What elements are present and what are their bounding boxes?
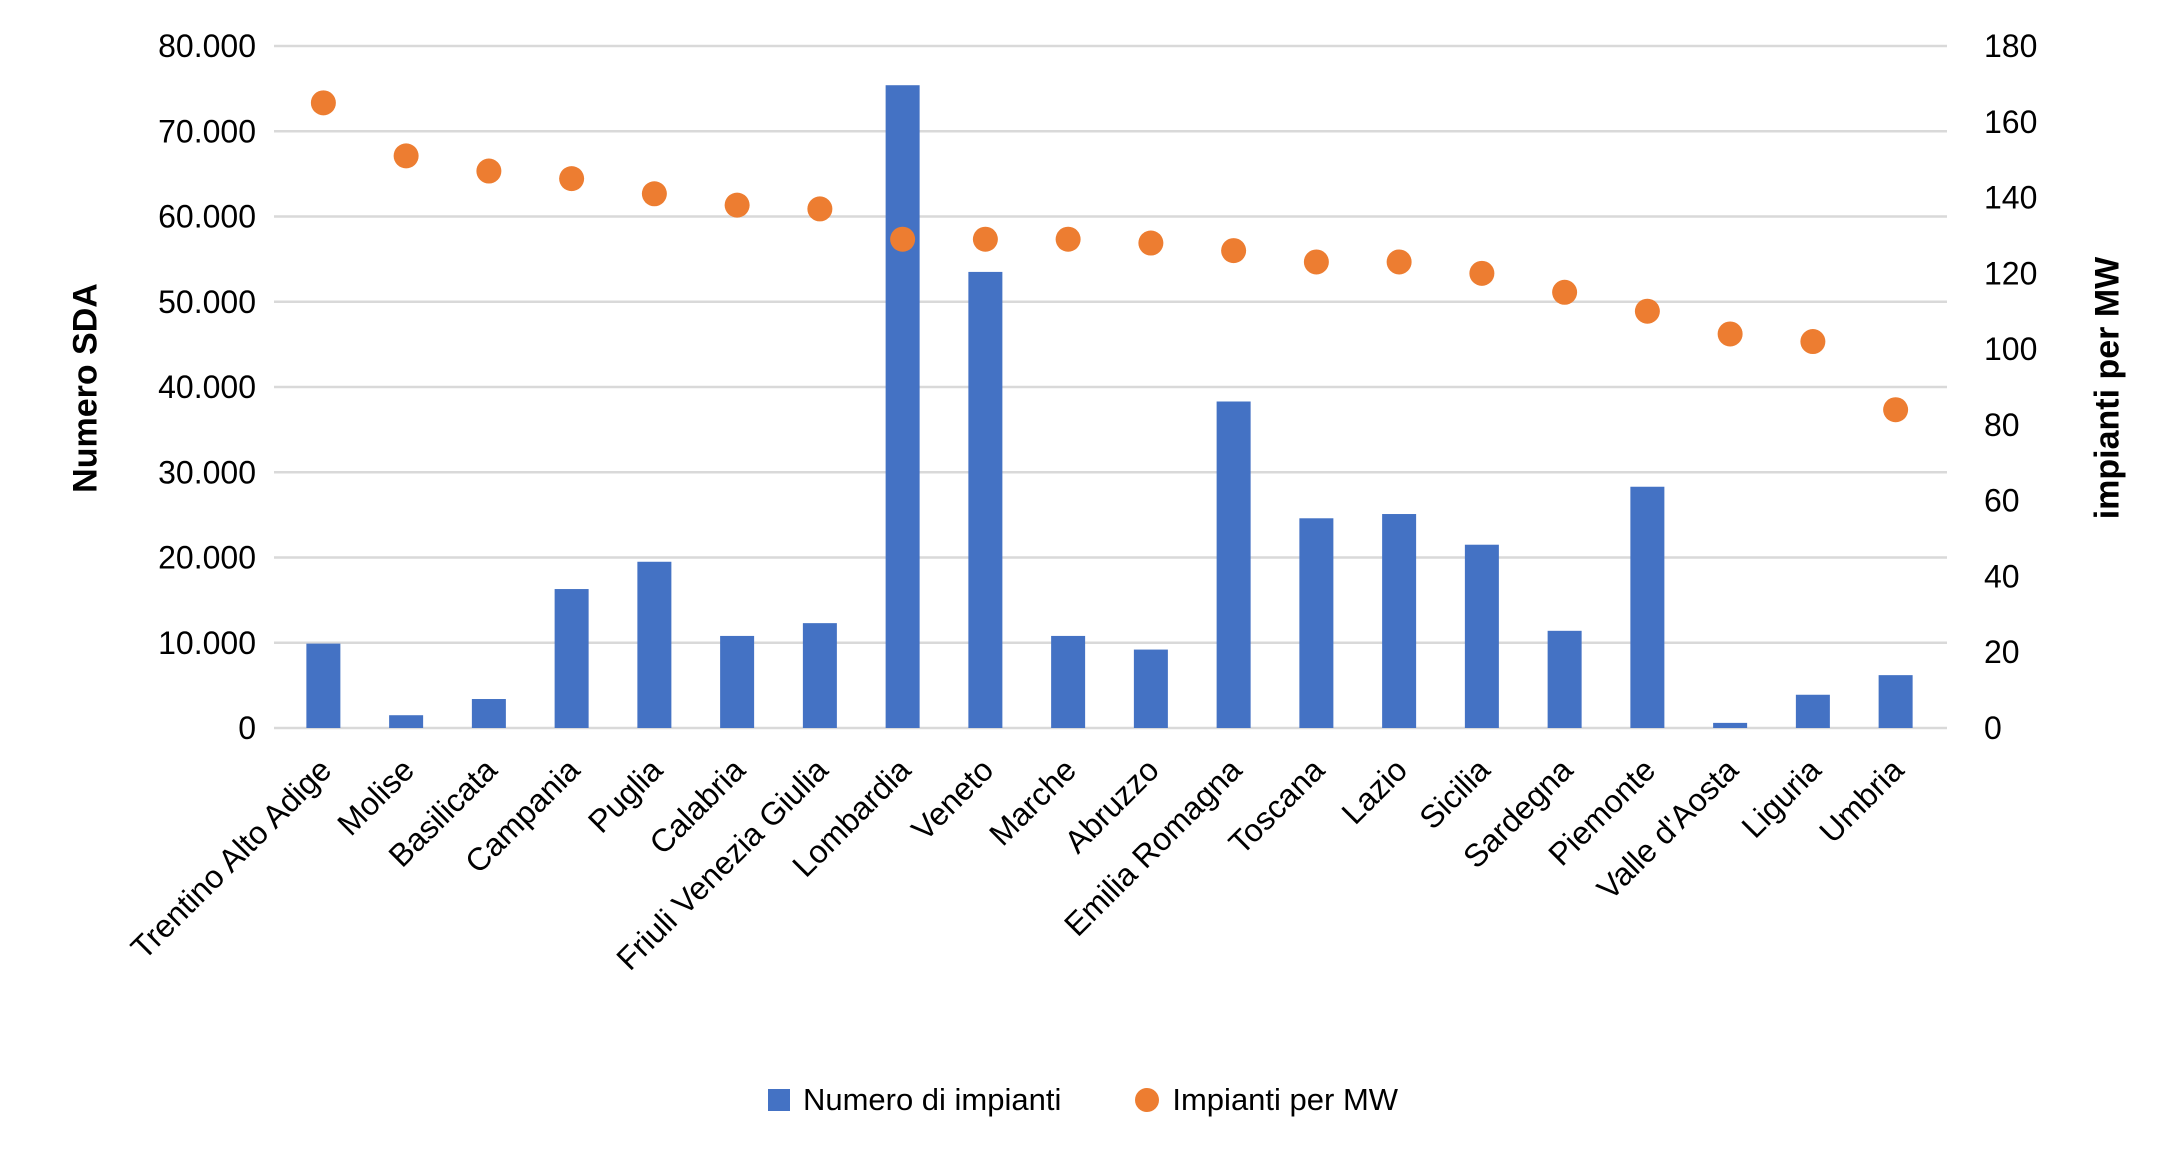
bar-numero-di-impianti xyxy=(1878,675,1913,728)
dot-impianti-per-mw xyxy=(890,226,916,252)
bar-numero-di-impianti xyxy=(306,643,341,728)
bar-numero-di-impianti xyxy=(1051,635,1086,728)
dot-impianti-per-mw xyxy=(972,226,998,252)
right-axis-tick-label: 40 xyxy=(1984,558,2020,594)
left-axis-tick-label: 10.000 xyxy=(158,625,256,661)
dot-impianti-per-mw xyxy=(1138,230,1164,256)
bar-numero-di-impianti xyxy=(1299,518,1334,728)
bar-numero-di-impianti xyxy=(1630,486,1665,728)
dot-impianti-per-mw xyxy=(1055,226,1081,252)
dot-series-swatch-icon xyxy=(1135,1088,1160,1112)
legend-item-dots: Impianti per MW xyxy=(1135,1082,1398,1118)
right-axis-tick-label: 120 xyxy=(1984,255,2037,291)
right-axis-title: impianti per MW xyxy=(2088,256,2127,520)
bar-series-swatch-icon xyxy=(767,1089,790,1111)
bar-numero-di-impianti xyxy=(1133,649,1168,728)
bar-numero-di-impianti xyxy=(637,561,672,728)
bar-numero-di-impianti xyxy=(1713,722,1748,728)
bar-numero-di-impianti xyxy=(1795,694,1830,728)
dot-impianti-per-mw xyxy=(1883,397,1909,423)
dot-impianti-per-mw xyxy=(641,181,667,207)
right-axis-tick-label: 0 xyxy=(1984,710,2002,746)
dot-impianti-per-mw xyxy=(807,196,833,222)
bar-numero-di-impianti xyxy=(1464,544,1499,728)
dot-impianti-per-mw xyxy=(724,192,750,218)
x-axis-category-label: Veneto xyxy=(904,751,1000,847)
dot-impianti-per-mw xyxy=(1717,321,1743,347)
right-axis-tick-label: 100 xyxy=(1984,331,2037,367)
right-axis-tick-label: 140 xyxy=(1984,180,2037,216)
bar-numero-di-impianti xyxy=(885,85,920,729)
bar-numero-di-impianti xyxy=(389,715,424,728)
legend-label-dots: Impianti per MW xyxy=(1172,1082,1399,1117)
legend-label-bars: Numero di impianti xyxy=(802,1082,1062,1117)
dot-impianti-per-mw xyxy=(310,90,336,116)
bar-numero-di-impianti xyxy=(1382,514,1417,728)
dot-impianti-per-mw xyxy=(393,143,419,169)
legend-item-bars: Numero di impianti xyxy=(767,1082,1062,1118)
right-axis-tick-label: 180 xyxy=(1984,28,2037,64)
right-axis-tick-label: 20 xyxy=(1984,634,2020,670)
x-axis-category-label: Lazio xyxy=(1335,751,1415,831)
x-axis-category-label: Umbria xyxy=(1812,751,1911,850)
bar-numero-di-impianti xyxy=(1547,630,1582,728)
left-axis-tick-label: 40.000 xyxy=(158,369,256,405)
left-axis-tick-label: 0 xyxy=(238,710,256,746)
dot-impianti-per-mw xyxy=(1634,298,1660,324)
left-axis-tick-label: 70.000 xyxy=(158,113,256,149)
bar-numero-di-impianti xyxy=(1216,401,1251,728)
x-axis-category-label: Trentino Alto Adige xyxy=(124,751,339,966)
dot-impianti-per-mw xyxy=(1469,260,1495,286)
dot-impianti-per-mw xyxy=(1386,249,1412,275)
bar-numero-di-impianti xyxy=(471,699,506,728)
left-axis-tick-label: 80.000 xyxy=(158,28,256,64)
left-axis-title: Numero SDA xyxy=(66,283,105,493)
left-axis-tick-label: 60.000 xyxy=(158,199,256,235)
right-axis-tick-label: 80 xyxy=(1984,407,2020,443)
left-axis-tick-label: 30.000 xyxy=(158,454,256,490)
dot-impianti-per-mw xyxy=(476,158,502,184)
dot-impianti-per-mw xyxy=(1552,279,1578,305)
left-axis-tick-label: 50.000 xyxy=(158,284,256,320)
dot-impianti-per-mw xyxy=(1221,238,1247,264)
right-axis-tick-label: 160 xyxy=(1984,104,2037,140)
bar-numero-di-impianti xyxy=(802,623,837,728)
left-axis-tick-label: 20.000 xyxy=(158,540,256,576)
dot-impianti-per-mw xyxy=(559,166,585,192)
bar-numero-di-impianti xyxy=(554,589,589,728)
right-axis-tick-label: 60 xyxy=(1984,483,2020,519)
dot-impianti-per-mw xyxy=(1303,249,1329,275)
bar-numero-di-impianti xyxy=(968,271,1003,728)
dot-impianti-per-mw xyxy=(1800,329,1826,355)
legend: Numero di impianti Impianti per MW xyxy=(0,1082,2166,1118)
x-axis-category-label: Liguria xyxy=(1734,751,1828,845)
bar-numero-di-impianti xyxy=(720,635,755,728)
